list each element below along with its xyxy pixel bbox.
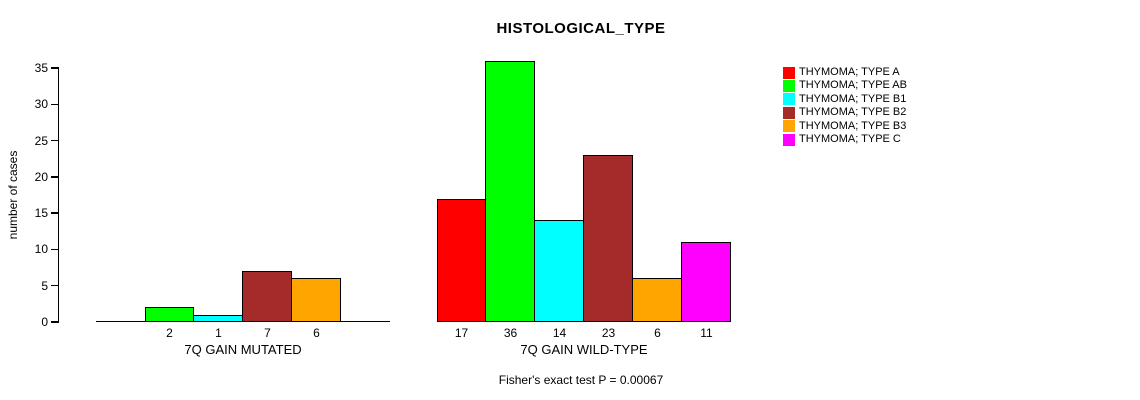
bar (192, 314, 243, 322)
legend-item: THYMOMA; TYPE AB (783, 79, 913, 92)
y-tick-label: 10 (34, 242, 48, 257)
bar (533, 220, 584, 322)
bar-value-label: 2 (166, 326, 173, 340)
y-tick (51, 103, 59, 106)
y-tick-label: 20 (34, 169, 48, 184)
bar (290, 278, 341, 322)
bar (484, 60, 535, 322)
group-label-mutated: 7Q GAIN MUTATED (184, 342, 302, 357)
legend-item: THYMOMA; TYPE A (783, 66, 913, 79)
bar-value-label: 14 (552, 326, 567, 340)
legend-label: THYMOMA; TYPE A (799, 66, 900, 78)
y-tick-label: 5 (41, 278, 48, 293)
y-tick (51, 67, 59, 69)
legend-label: THYMOMA; TYPE AB (799, 79, 907, 92)
zero-height-bar (341, 320, 390, 322)
legend-item: THYMOMA; TYPE C (783, 133, 913, 146)
bar (145, 307, 194, 322)
y-axis-line (57, 67, 59, 323)
bar-value-label: 6 (313, 326, 320, 340)
group-label-wildtype: 7Q GAIN WILD-TYPE (520, 342, 648, 357)
legend-swatch (783, 93, 795, 106)
legend-swatch (783, 79, 795, 92)
bar-value-label: 1 (215, 326, 222, 340)
legend-label: THYMOMA; TYPE B1 (799, 92, 907, 105)
bar-value-label: 23 (601, 326, 616, 340)
legend-swatch (783, 66, 795, 79)
y-tick (51, 139, 59, 142)
stat-annotation: Fisher's exact test P = 0.00067 (498, 373, 664, 387)
bar-value-label: 11 (700, 326, 713, 340)
legend-label: THYMOMA; TYPE B3 (799, 119, 907, 132)
bar-value-label: 36 (503, 326, 518, 340)
legend-swatch (783, 106, 795, 119)
legend-item: THYMOMA; TYPE B2 (783, 106, 913, 119)
y-tick-label: 35 (34, 61, 48, 75)
legend-swatch (783, 120, 795, 133)
legend-item: THYMOMA; TYPE B3 (783, 120, 913, 133)
legend-label: THYMOMA; TYPE B2 (799, 106, 907, 119)
bar-value-label: 17 (454, 326, 469, 340)
y-tick-label: 25 (34, 133, 48, 148)
chart-title: HISTOLOGICAL_TYPE (496, 20, 666, 37)
y-tick (51, 176, 59, 178)
legend-swatch (783, 133, 795, 146)
bar (631, 278, 682, 322)
bar (582, 155, 633, 322)
y-tick (51, 284, 59, 287)
y-axis-title: number of cases (6, 150, 20, 240)
bar-value-label: 6 (654, 326, 661, 340)
legend-item: THYMOMA; TYPE B1 (783, 93, 913, 106)
bar-value-label: 7 (264, 326, 271, 340)
bar (437, 198, 486, 322)
y-tick-label: 0 (41, 315, 48, 329)
bar (241, 271, 292, 322)
y-tick (51, 248, 59, 251)
y-tick-label: 30 (34, 97, 48, 112)
y-tick (51, 212, 59, 214)
legend-label: THYMOMA; TYPE C (799, 133, 901, 145)
y-tick (51, 321, 59, 323)
y-tick-label: 15 (34, 206, 48, 221)
zero-height-bar (96, 320, 145, 322)
bar (680, 242, 731, 322)
